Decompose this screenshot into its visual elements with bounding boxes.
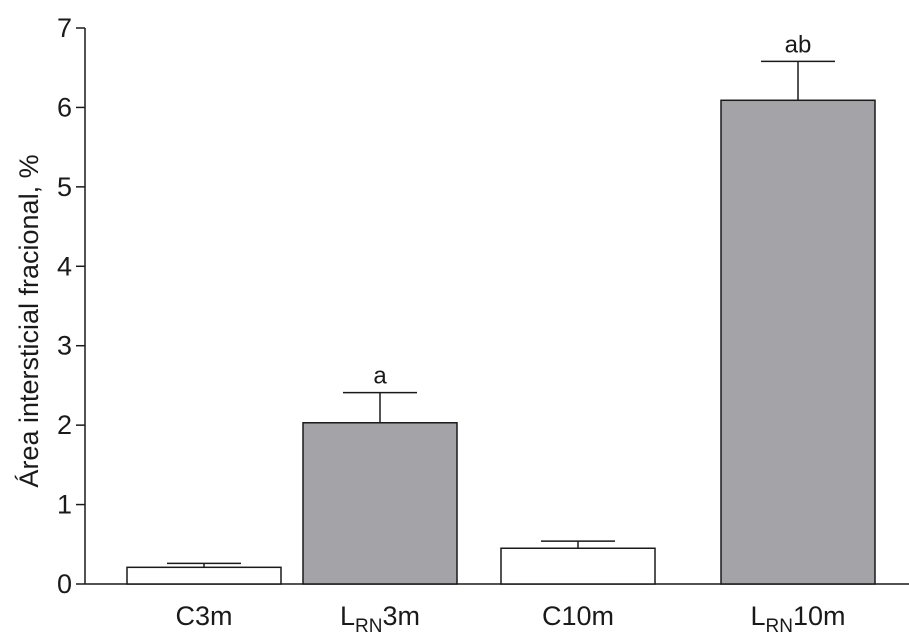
y-tick-label: 2 [57,410,72,440]
x-category-label: C3m [175,601,232,631]
y-tick-label: 0 [57,569,72,599]
y-tick-label: 7 [57,13,72,43]
y-tick-label: 1 [57,490,72,520]
significance-label: a [373,363,387,390]
x-category-label: LRN3m [340,601,420,637]
significance-label: ab [785,31,812,58]
bar [720,99,876,585]
bar [500,547,656,585]
y-tick-label: 3 [57,331,72,361]
bar [126,566,282,585]
y-tick-label: 6 [57,92,72,122]
bar [302,422,458,585]
y-axis-title: Área intersticial fracional, % [14,154,44,487]
x-category-label: LRN10m [750,601,845,637]
x-category-label: C10m [542,601,614,631]
y-tick-label: 5 [57,172,72,202]
y-tick-label: 4 [57,251,72,281]
